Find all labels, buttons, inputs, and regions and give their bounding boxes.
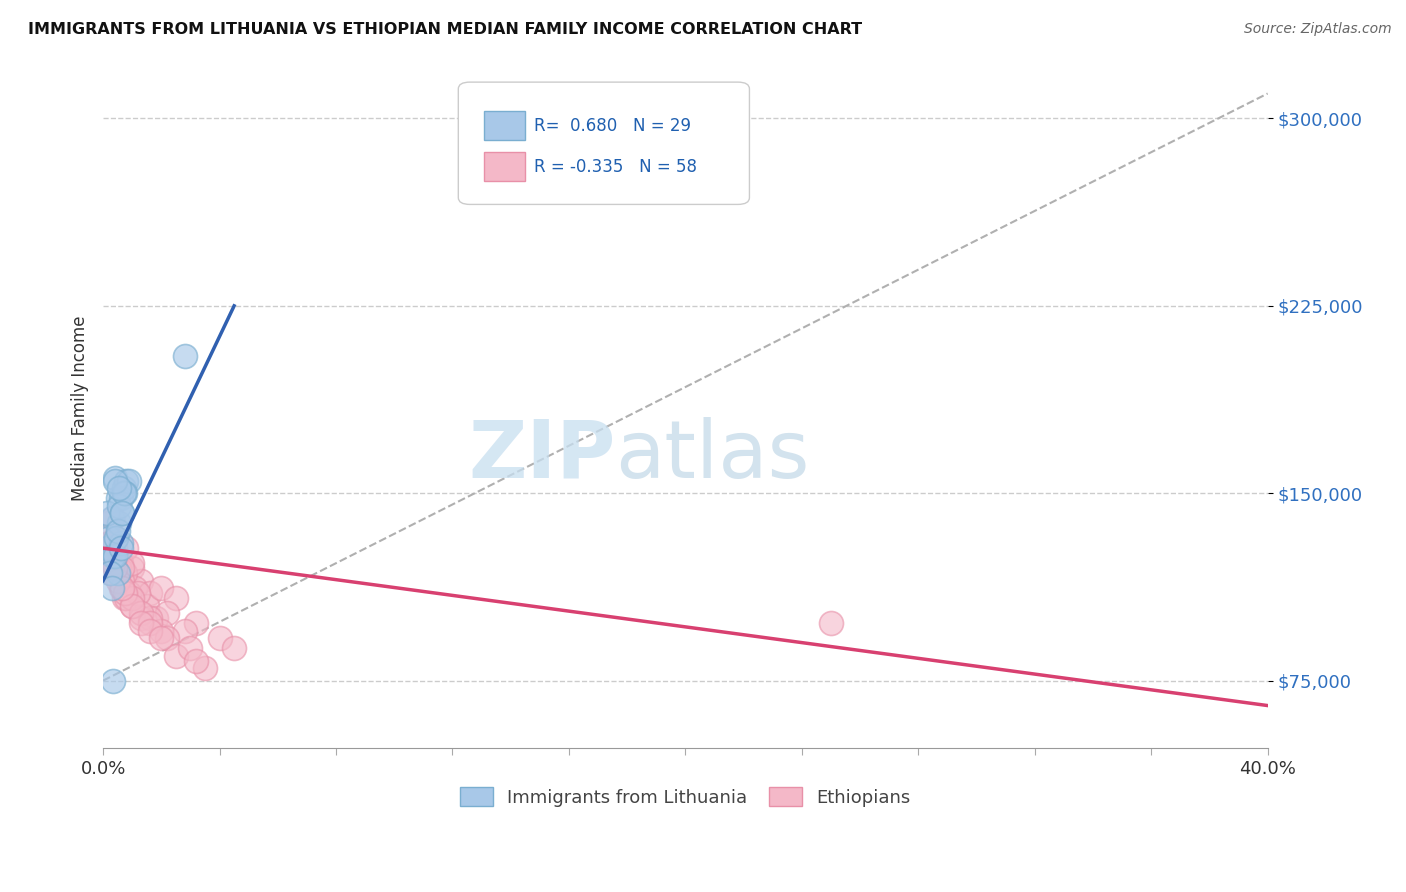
Point [103, 511, 125, 525]
Point [179, 641, 201, 656]
Point [104, 561, 127, 575]
Point [107, 491, 129, 506]
FancyBboxPatch shape [484, 112, 524, 140]
Point [103, 556, 125, 570]
Point [121, 556, 143, 570]
Point [108, 516, 131, 531]
Point [111, 506, 134, 520]
Point [173, 349, 195, 363]
Point [111, 574, 134, 588]
Point [121, 591, 143, 606]
Point [820, 616, 842, 631]
Point [118, 474, 141, 488]
Point [186, 616, 208, 631]
Point [101, 511, 124, 525]
Point [100, 566, 122, 581]
Point [105, 549, 128, 563]
Point [129, 574, 152, 588]
Point [107, 566, 129, 581]
Point [173, 624, 195, 638]
Point [111, 561, 134, 575]
Point [156, 606, 179, 620]
Point [105, 531, 128, 545]
Point [101, 581, 124, 595]
Point [110, 581, 132, 595]
Point [104, 474, 127, 488]
Point [145, 611, 167, 625]
Point [115, 541, 138, 556]
Point [208, 631, 231, 645]
FancyBboxPatch shape [458, 82, 749, 204]
Text: Source: ZipAtlas.com: Source: ZipAtlas.com [1244, 22, 1392, 37]
Point [104, 531, 127, 545]
Point [110, 556, 132, 570]
Point [101, 536, 124, 550]
Point [103, 673, 125, 688]
Text: atlas: atlas [616, 417, 810, 495]
Point [108, 561, 131, 575]
Point [104, 541, 127, 556]
Point [104, 549, 127, 563]
Point [118, 586, 141, 600]
Point [110, 541, 132, 556]
Point [110, 536, 132, 550]
FancyBboxPatch shape [484, 153, 524, 181]
Point [112, 481, 135, 495]
Point [138, 611, 160, 625]
Point [108, 499, 131, 513]
Point [127, 586, 149, 600]
Point [100, 566, 122, 581]
Y-axis label: Median Family Income: Median Family Income [72, 316, 89, 501]
Point [107, 561, 129, 575]
Point [97, 516, 120, 531]
Point [114, 566, 136, 581]
Text: R = -0.335   N = 58: R = -0.335 N = 58 [534, 158, 697, 176]
Point [108, 566, 131, 581]
Point [150, 624, 173, 638]
Point [107, 574, 129, 588]
Point [112, 591, 135, 606]
Point [129, 611, 152, 625]
Point [111, 581, 134, 595]
Point [186, 654, 208, 668]
Point [121, 561, 143, 575]
Point [121, 599, 143, 613]
Point [138, 586, 160, 600]
Point [104, 471, 127, 485]
Point [129, 616, 152, 631]
Point [138, 616, 160, 631]
Point [115, 474, 138, 488]
Point [97, 531, 120, 545]
Point [110, 491, 132, 506]
Text: IMMIGRANTS FROM LITHUANIA VS ETHIOPIAN MEDIAN FAMILY INCOME CORRELATION CHART: IMMIGRANTS FROM LITHUANIA VS ETHIOPIAN M… [28, 22, 862, 37]
Point [96, 541, 118, 556]
Point [101, 556, 124, 570]
Text: ZIP: ZIP [468, 417, 616, 495]
Point [114, 586, 136, 600]
Point [107, 524, 129, 538]
Point [224, 641, 246, 656]
Point [165, 591, 187, 606]
Point [150, 581, 173, 595]
Point [135, 599, 157, 613]
Text: R=  0.680   N = 29: R= 0.680 N = 29 [534, 117, 690, 136]
Point [108, 481, 131, 495]
Point [97, 536, 120, 550]
Point [121, 599, 143, 613]
Legend: Immigrants from Lithuania, Ethiopians: Immigrants from Lithuania, Ethiopians [453, 780, 918, 814]
Point [96, 506, 118, 520]
Point [150, 631, 173, 645]
Point [114, 486, 136, 500]
Point [156, 631, 179, 645]
Point [112, 486, 135, 500]
Point [165, 648, 187, 663]
Point [138, 624, 160, 638]
Point [111, 506, 134, 520]
Point [115, 591, 138, 606]
Point [124, 581, 146, 595]
Point [194, 661, 217, 675]
Point [129, 606, 152, 620]
Point [103, 549, 125, 563]
